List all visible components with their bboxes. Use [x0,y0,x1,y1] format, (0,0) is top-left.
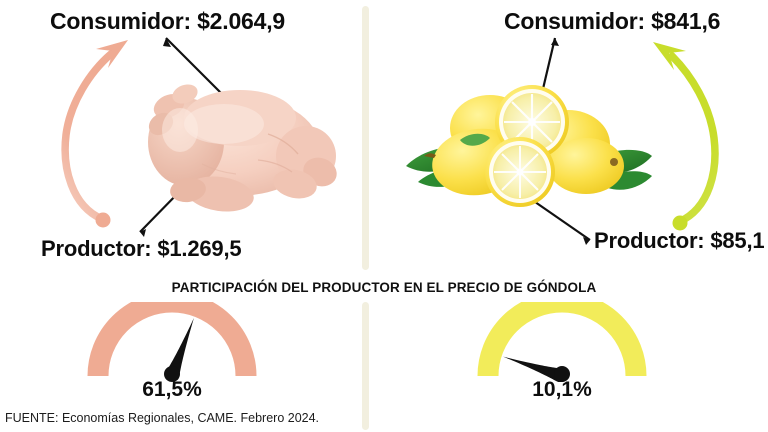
chicken-image [148,84,337,212]
gauge-needle-pollo [165,318,194,381]
producer-price-label-limon: Productor: $85,1 [594,228,765,253]
gauge-arc-pollo [87,291,257,382]
curved-arrow-pollo [61,40,128,228]
consumer-price-label-limon: Consumidor: $841,6 [504,8,721,34]
panel-divider-bottom [362,302,369,430]
lemons-image [406,85,652,207]
source-note: FUENTE: Economías Regionales, CAME. Febr… [5,411,320,425]
section-title: PARTICIPACIÓN DEL PRODUCTOR EN EL PRECIO… [171,280,597,295]
curved-arrow-limon [653,42,719,231]
gauge-value-pollo: 61,5% [142,378,202,401]
gauge-pollo: 61,5% [82,291,262,410]
panel-divider-top [362,6,369,270]
consumer-price-label-pollo: Consumidor: $2.064,9 [50,8,286,34]
gauge-needle-limon [503,356,567,383]
gauge-limon: 10,1% [472,291,652,410]
gauge-arc-limon [477,291,647,383]
gauge-value-limon: 10,1% [532,378,592,401]
producer-price-label-pollo: Productor: $1.269,5 [41,236,242,261]
